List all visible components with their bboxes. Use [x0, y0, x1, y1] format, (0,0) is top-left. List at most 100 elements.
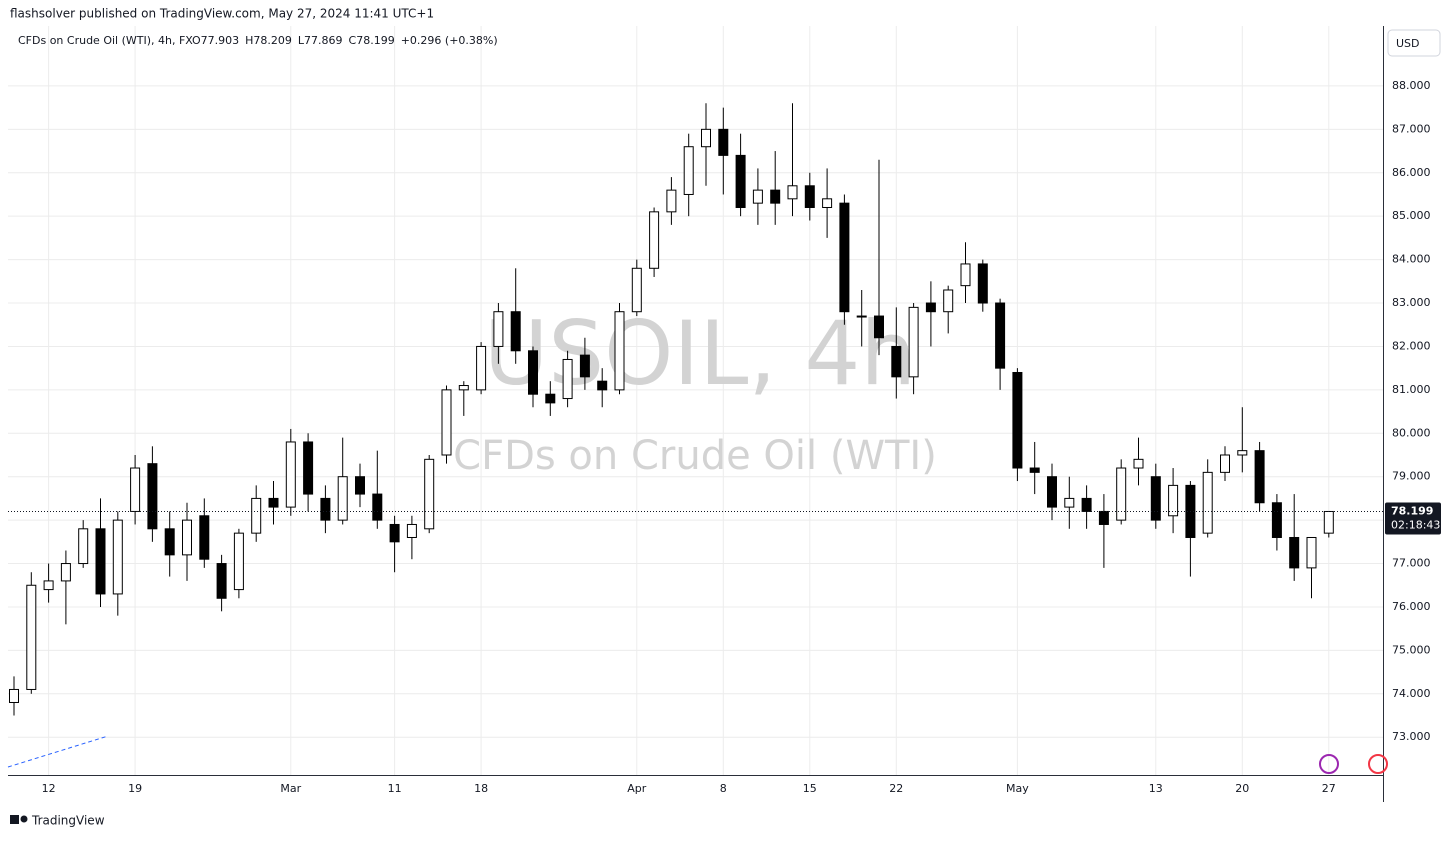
y-tick-label: 86.000	[1392, 166, 1431, 179]
candle-body	[26, 584, 37, 690]
candle-body	[493, 311, 504, 347]
candle-body	[9, 688, 19, 703]
candle-body	[1047, 476, 1057, 508]
x-tick-label: 22	[889, 782, 903, 795]
candle-body	[614, 311, 625, 391]
candle-body	[977, 263, 988, 304]
y-tick-label: 77.000	[1392, 557, 1431, 570]
candle-body	[216, 563, 227, 599]
last-price-label: 78.199	[1391, 504, 1433, 517]
watermark-symbol: USOIL, 4h	[484, 302, 916, 405]
x-tick-label: 8	[720, 782, 727, 795]
y-tick-label: 85.000	[1392, 209, 1431, 222]
y-tick-label: 74.000	[1392, 687, 1431, 700]
trend-line-drawing	[7, 735, 109, 768]
y-tick-label: 73.000	[1392, 730, 1431, 743]
grid	[8, 26, 1383, 775]
y-tick-label: 84.000	[1392, 253, 1431, 266]
candle-body	[666, 189, 677, 213]
candle-body	[476, 345, 487, 391]
candle-body	[804, 185, 815, 208]
legend-value: C78.199	[349, 34, 395, 47]
y-tick-label: 83.000	[1392, 296, 1431, 309]
candle-body	[528, 350, 538, 395]
candle-body	[337, 476, 348, 521]
countdown-label: 02:18:43	[1391, 518, 1440, 531]
x-tick-label: 20	[1235, 782, 1249, 795]
candles	[9, 103, 1334, 716]
candle-body	[1150, 476, 1161, 521]
candle-body	[1029, 467, 1040, 473]
candle-body	[908, 306, 919, 378]
candle-body	[1271, 502, 1282, 538]
candle-body	[1237, 450, 1248, 456]
legend-value: +0.296 (+0.38%)	[401, 34, 498, 47]
candle-body	[95, 528, 106, 595]
candle-body	[562, 358, 573, 400]
x-tick-label: May	[1006, 782, 1029, 795]
candle-body	[182, 519, 192, 556]
y-tick-label: 80.000	[1392, 426, 1431, 439]
candle-body	[60, 563, 71, 582]
candle-body	[735, 154, 746, 208]
candle-body	[822, 198, 833, 208]
legend-value: H78.209	[245, 34, 292, 47]
candle-body	[424, 458, 435, 530]
candle-body	[1133, 458, 1144, 469]
candle-body	[1254, 450, 1265, 504]
candle-body	[164, 528, 175, 556]
tradingview-logo: TradingView	[10, 814, 105, 828]
candle-body	[130, 467, 141, 512]
y-tick-label: 75.000	[1392, 643, 1431, 656]
candle-body	[320, 497, 331, 521]
legend-value: L77.869	[298, 34, 343, 47]
watermark-name: CFDs on Crude Oil (WTI)	[453, 433, 937, 479]
x-tick-label: Apr	[627, 782, 647, 795]
legend: O77.903 H78.209 L77.869 C78.199 +0.296 (+0.3…	[192, 34, 498, 47]
candle-body	[545, 393, 556, 404]
candle-body	[925, 302, 936, 313]
x-tick-label: 13	[1149, 782, 1163, 795]
legend-value: O77.903	[192, 34, 239, 47]
candle-body	[355, 476, 365, 495]
candle-body	[579, 354, 590, 378]
candle-body	[458, 385, 469, 391]
candle-body	[199, 515, 210, 560]
logo-mark	[10, 815, 19, 824]
x-tick-label: 18	[474, 782, 488, 795]
y-tick-label: 88.000	[1392, 79, 1431, 92]
alert-icon[interactable]	[1319, 754, 1339, 774]
candle-body	[1081, 497, 1092, 512]
events-icon[interactable]	[1368, 754, 1388, 774]
candle-body	[1012, 371, 1023, 469]
currency-button[interactable]	[1387, 29, 1441, 57]
candle-body	[372, 493, 383, 521]
candle-body	[1220, 454, 1230, 473]
candle-body	[285, 441, 296, 508]
candle-body	[251, 497, 262, 534]
candle-body	[770, 189, 781, 204]
candle-body	[649, 211, 660, 269]
candle-body	[1202, 471, 1213, 534]
candle-body	[1306, 536, 1317, 569]
candle-body	[303, 441, 314, 495]
publisher-header: flashsolver published on TradingView.com…	[10, 7, 434, 21]
candle-body	[856, 315, 867, 318]
x-tick-label: 27	[1322, 782, 1336, 795]
candle-body	[1116, 467, 1127, 521]
currency-label[interactable]: USD	[1396, 37, 1420, 50]
x-tick-label: 11	[388, 782, 402, 795]
x-tick-label: 15	[803, 782, 817, 795]
candle-body	[960, 263, 971, 287]
candle-body	[839, 202, 850, 313]
y-tick-label: 87.000	[1392, 122, 1431, 135]
candle-body	[112, 519, 123, 595]
candle-body	[718, 128, 729, 156]
candle-body	[701, 128, 711, 148]
y-tick-label: 76.000	[1392, 600, 1431, 613]
candle-body	[1064, 497, 1075, 508]
y-tick-label: 82.000	[1392, 339, 1431, 352]
candle-body	[233, 532, 244, 591]
